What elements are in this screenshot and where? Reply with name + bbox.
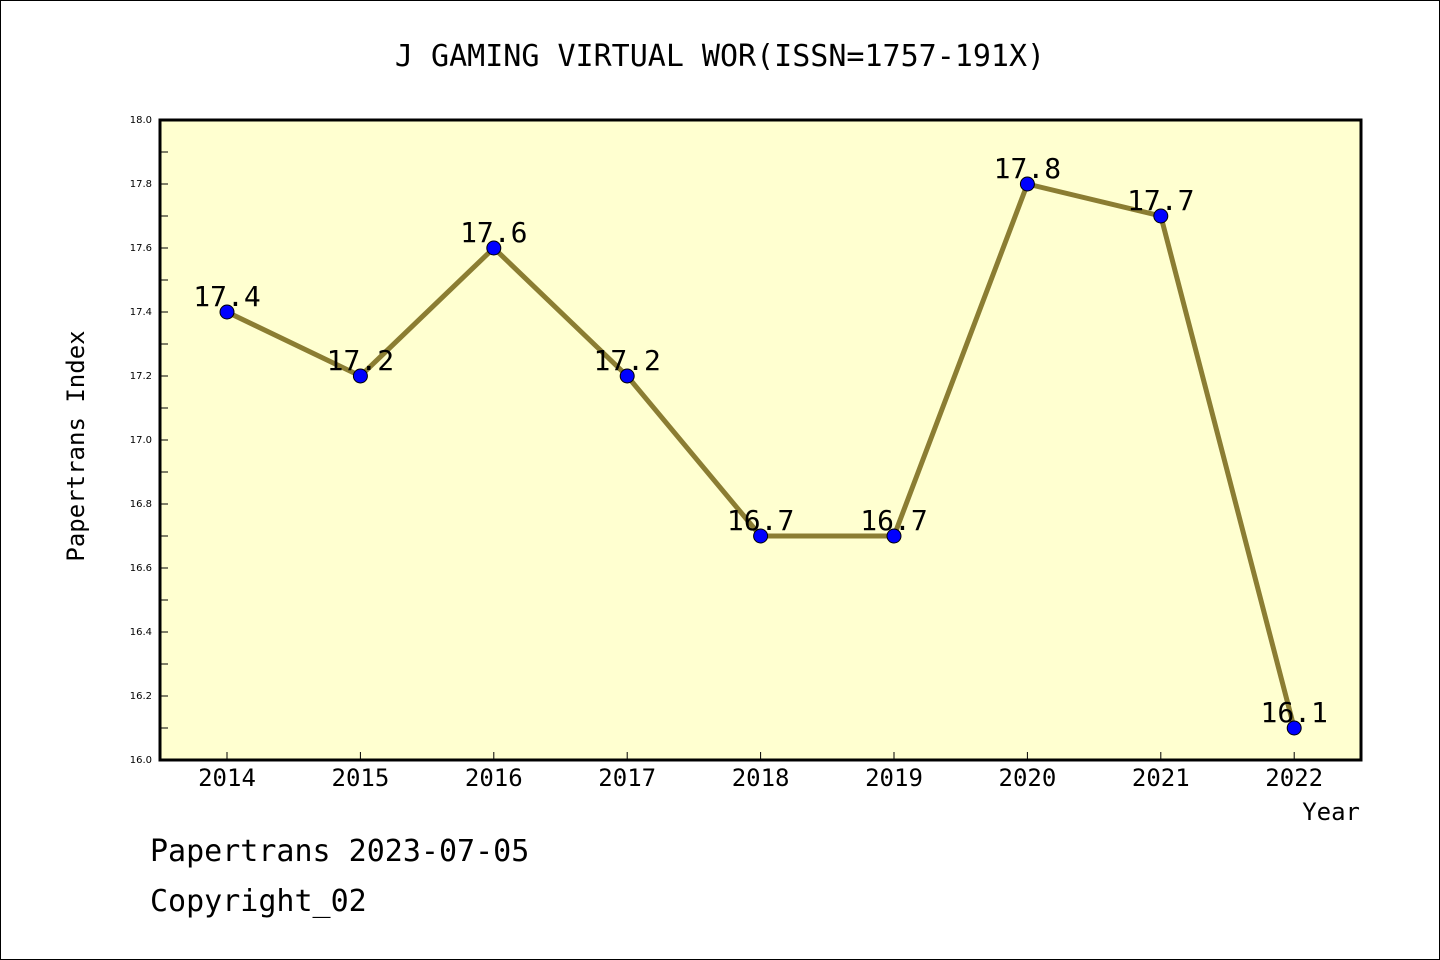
data-point-marker <box>886 528 902 544</box>
data-label: 17.2 <box>593 344 660 377</box>
series-index: 17.4 17.2 17.6 17.2 16.7 16.7 17.8 17.7 16.1 <box>193 152 1328 736</box>
x-tick-label: 2017 <box>598 764 656 792</box>
x-axis-label: Year <box>1302 798 1360 826</box>
data-point-marker <box>753 528 769 544</box>
y-tick-label: 16.4 <box>130 627 152 638</box>
data-point-marker <box>352 368 368 384</box>
data-point-marker <box>619 368 635 384</box>
y-tick-label: 17.0 <box>130 435 152 446</box>
x-axis: 2014 2015 2016 2017 2018 2019 2020 2021 2022 <box>198 752 1323 792</box>
data-point-marker <box>1153 208 1169 224</box>
x-tick-label: 2015 <box>332 764 390 792</box>
y-tick-label: 16.0 <box>130 755 152 766</box>
data-label: 17.2 <box>327 344 394 377</box>
x-tick-label: 2014 <box>198 764 256 792</box>
plot-area <box>158 118 1363 762</box>
x-tick-label: 2018 <box>732 764 790 792</box>
y-axis-label: Papertrans Index <box>62 330 90 561</box>
y-tick-label: 16.6 <box>130 563 152 574</box>
data-label: 17.8 <box>994 152 1061 185</box>
footer-date-text: Papertrans 2023-07-05 <box>150 834 530 869</box>
y-tick-label: 17.2 <box>130 371 152 382</box>
x-tick-label: 2020 <box>999 764 1057 792</box>
data-label: 16.7 <box>860 504 927 537</box>
y-tick-label: 17.6 <box>130 243 152 254</box>
x-tick-label: 2021 <box>1132 764 1190 792</box>
data-label: 17.6 <box>460 216 527 249</box>
data-point-marker <box>219 304 235 320</box>
data-label: 16.1 <box>1260 696 1327 729</box>
y-tick-label: 18.0 <box>130 115 152 126</box>
data-point-marker <box>1019 176 1035 192</box>
y-axis: 16.0 16.2 16.4 16.6 16.8 17.0 17.2 17.4 17.6 17.8… <box>130 115 168 766</box>
data-label: 17.7 <box>1127 184 1194 217</box>
y-tick-label: 16.2 <box>130 691 152 702</box>
data-label: 16.7 <box>727 504 794 537</box>
x-tick-label: 2022 <box>1265 764 1323 792</box>
x-tick-label: 2016 <box>465 764 523 792</box>
y-tick-label: 17.4 <box>130 307 152 318</box>
x-tick-label: 2019 <box>865 764 923 792</box>
footer-copyright-text: Copyright_02 <box>150 884 367 919</box>
y-tick-label: 17.8 <box>130 179 152 190</box>
chart-title: J GAMING VIRTUAL WOR(ISSN=1757-191X) <box>395 39 1045 74</box>
data-label: 17.4 <box>193 280 260 313</box>
data-point-marker <box>486 240 502 256</box>
y-tick-label: 16.8 <box>130 499 152 510</box>
data-point-marker <box>1286 720 1302 736</box>
